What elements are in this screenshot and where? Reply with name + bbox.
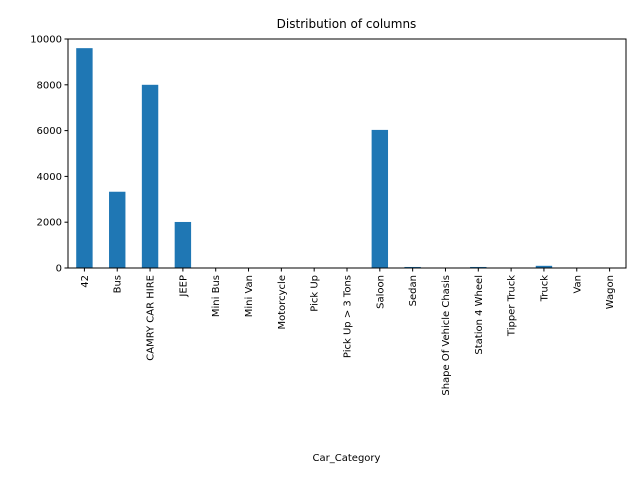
- bar: [76, 48, 93, 268]
- bars-layer: [76, 48, 618, 268]
- x-tick-label: Van: [572, 275, 583, 294]
- bar: [470, 266, 487, 268]
- x-tick-label: Shape Of Vehicle Chasis: [441, 275, 452, 396]
- y-tick-label: 8000: [37, 80, 62, 91]
- x-tick-label: Mini Bus: [211, 275, 222, 317]
- bar: [141, 84, 159, 268]
- x-tick-label: Sedan: [408, 275, 419, 306]
- bar: [109, 191, 126, 268]
- x-tick-label: Bus: [113, 275, 124, 293]
- x-axis: 42 Bus CAMRY CAR HIRE JEEP Mini Bus Mini Van M…: [80, 268, 616, 396]
- x-tick-label: 42: [80, 275, 91, 288]
- x-tick-label: CAMRY CAR HIRE: [146, 275, 157, 361]
- x-axis-label: Car_Category: [313, 453, 381, 464]
- x-tick-label: Saloon: [375, 275, 386, 309]
- y-tick-label: 0: [56, 264, 62, 275]
- x-tick-label: Motorcycle: [277, 275, 288, 330]
- x-tick-label: Pick Up > 3 Tons: [343, 275, 354, 358]
- bar: [174, 221, 192, 268]
- y-axis: 0 2000 4000 6000 8000 10000: [30, 35, 68, 275]
- x-tick-label: Pick Up: [310, 275, 321, 312]
- y-tick-label: 6000: [37, 126, 62, 137]
- bar: [535, 265, 553, 268]
- plot-frame: [67, 38, 627, 269]
- x-tick-label: Wagon: [605, 275, 616, 309]
- y-tick-label: 4000: [37, 172, 62, 183]
- x-tick-label: Mini Van: [244, 275, 255, 317]
- x-tick-label: Truck: [539, 275, 550, 303]
- x-tick-label: JEEP: [178, 275, 189, 298]
- x-tick-label: Station 4 Wheel: [474, 275, 485, 355]
- x-tick-label: Tipper Truck: [507, 275, 518, 337]
- bar: [371, 129, 389, 268]
- y-tick-label: 10000: [30, 35, 62, 46]
- chart-title: Distribution of columns: [277, 17, 417, 31]
- y-tick-label: 2000: [37, 218, 62, 229]
- bar: [404, 266, 421, 268]
